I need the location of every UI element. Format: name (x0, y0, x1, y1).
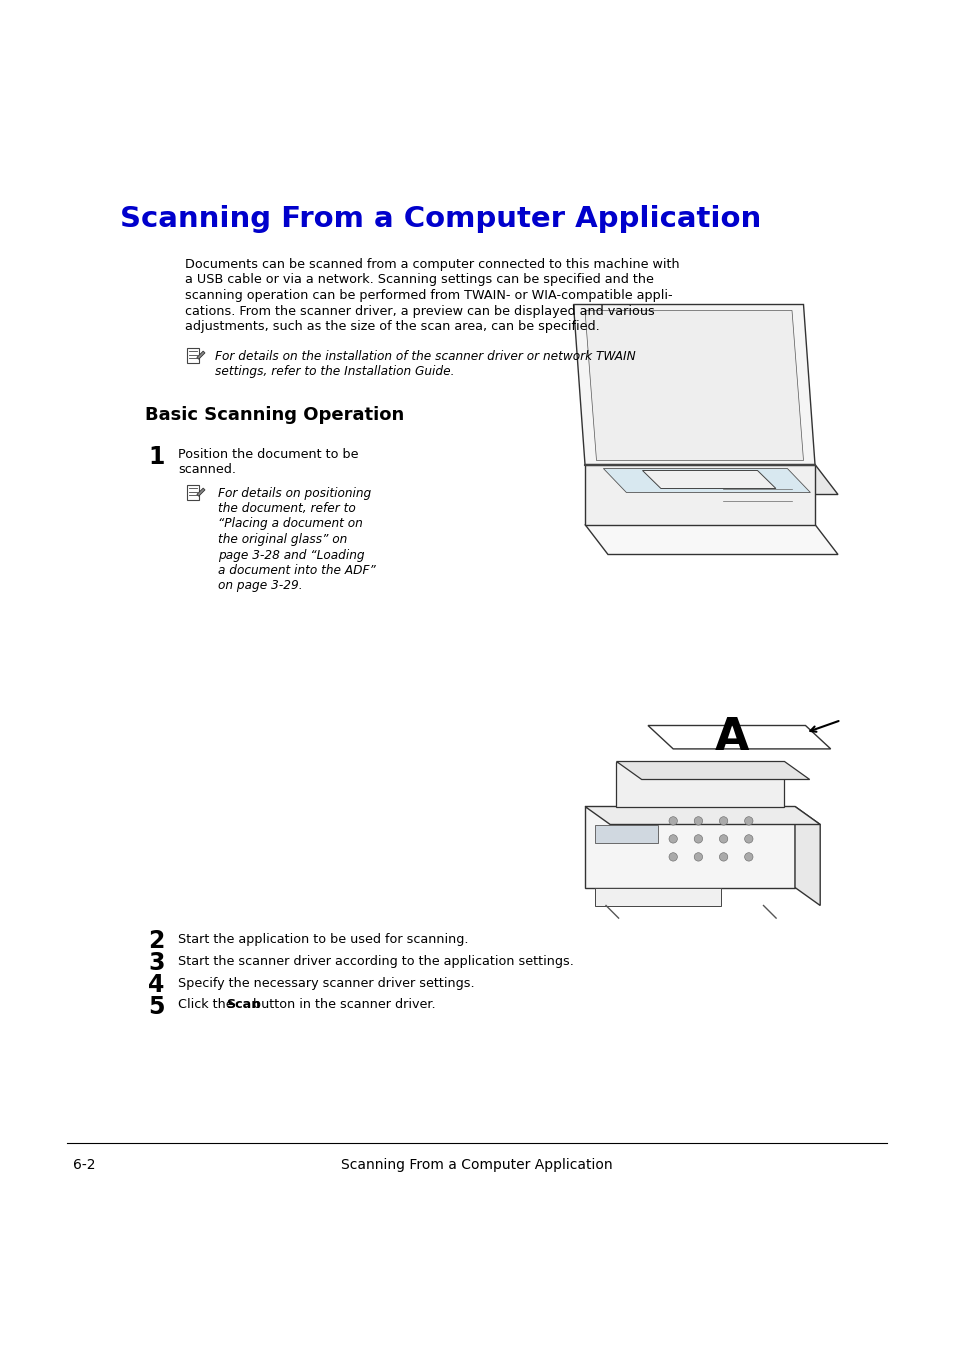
FancyBboxPatch shape (187, 485, 198, 500)
Polygon shape (616, 761, 809, 779)
Text: For details on the installation of the scanner driver or network TWAIN: For details on the installation of the s… (214, 350, 635, 363)
Circle shape (694, 834, 701, 844)
Polygon shape (602, 468, 809, 493)
Text: A: A (714, 716, 748, 759)
Text: Scanning From a Computer Application: Scanning From a Computer Application (341, 1158, 612, 1172)
Text: “Placing a document on: “Placing a document on (218, 517, 362, 531)
Circle shape (694, 853, 701, 861)
Text: Click the: Click the (178, 999, 237, 1011)
Text: 3: 3 (148, 952, 164, 976)
Circle shape (668, 834, 677, 844)
Polygon shape (647, 725, 830, 749)
Text: Position the document to be: Position the document to be (178, 447, 358, 460)
Text: settings, refer to the Installation Guide.: settings, refer to the Installation Guid… (214, 364, 454, 378)
Text: Specify the necessary scanner driver settings.: Specify the necessary scanner driver set… (178, 976, 475, 990)
Text: the original glass” on: the original glass” on (218, 533, 347, 545)
Circle shape (719, 853, 727, 861)
Text: the document, refer to: the document, refer to (218, 502, 355, 514)
Circle shape (719, 834, 727, 844)
Text: Start the application to be used for scanning.: Start the application to be used for sca… (178, 933, 468, 945)
Text: 1: 1 (148, 444, 164, 468)
Text: on page 3-29.: on page 3-29. (218, 579, 302, 593)
Polygon shape (584, 525, 837, 555)
Text: 2: 2 (148, 930, 164, 953)
Polygon shape (584, 806, 794, 887)
Circle shape (744, 834, 752, 844)
FancyBboxPatch shape (187, 347, 198, 363)
Polygon shape (584, 464, 837, 494)
Text: scanned.: scanned. (178, 463, 235, 477)
Polygon shape (196, 351, 205, 359)
Text: Scanning From a Computer Application: Scanning From a Computer Application (120, 205, 760, 234)
Polygon shape (641, 471, 775, 489)
Text: For details on positioning: For details on positioning (218, 486, 371, 500)
Text: adjustments, such as the size of the scan area, can be specified.: adjustments, such as the size of the sca… (185, 320, 599, 333)
Polygon shape (794, 806, 820, 906)
Text: page 3-28 and “Loading: page 3-28 and “Loading (218, 548, 364, 562)
Circle shape (668, 853, 677, 861)
Circle shape (719, 817, 727, 825)
FancyBboxPatch shape (595, 825, 658, 842)
Circle shape (694, 817, 701, 825)
Text: 5: 5 (148, 995, 164, 1019)
Text: Scan: Scan (226, 999, 260, 1011)
Circle shape (668, 817, 677, 825)
Polygon shape (584, 806, 820, 825)
Text: button in the scanner driver.: button in the scanner driver. (249, 999, 436, 1011)
Text: 6-2: 6-2 (73, 1158, 95, 1172)
Circle shape (744, 853, 752, 861)
Text: Basic Scanning Operation: Basic Scanning Operation (145, 406, 404, 424)
Text: Start the scanner driver according to the application settings.: Start the scanner driver according to th… (178, 954, 574, 968)
Polygon shape (584, 310, 802, 460)
Text: 4: 4 (148, 973, 164, 998)
Polygon shape (595, 887, 720, 906)
Text: Documents can be scanned from a computer connected to this machine with: Documents can be scanned from a computer… (185, 258, 679, 271)
Polygon shape (573, 305, 814, 464)
Text: scanning operation can be performed from TWAIN- or WIA-compatible appli-: scanning operation can be performed from… (185, 289, 672, 302)
Circle shape (744, 817, 752, 825)
Polygon shape (196, 489, 205, 497)
Text: a document into the ADF”: a document into the ADF” (218, 564, 375, 576)
Text: a USB cable or via a network. Scanning settings can be specified and the: a USB cable or via a network. Scanning s… (185, 274, 653, 286)
Polygon shape (616, 761, 783, 806)
Polygon shape (584, 464, 814, 525)
Text: cations. From the scanner driver, a preview can be displayed and various: cations. From the scanner driver, a prev… (185, 305, 654, 317)
